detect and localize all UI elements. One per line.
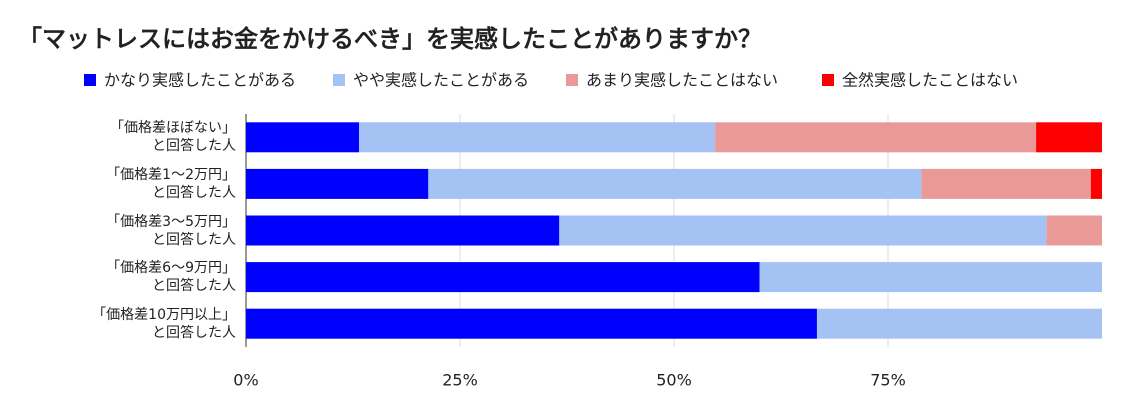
chart-title: 「マットレスにはお金をかけるべき」を実感したことがありますか？ bbox=[18, 25, 762, 53]
bar-segment bbox=[246, 308, 817, 339]
bar-segment bbox=[246, 262, 760, 293]
legend-swatch bbox=[566, 74, 578, 86]
bar-segment bbox=[921, 168, 1091, 199]
y-tick-label: 「価格差10万円以上」 と回答した人 bbox=[92, 306, 236, 341]
legend-swatch bbox=[333, 74, 345, 86]
x-tick-label: 25% bbox=[442, 371, 478, 390]
bar-segment bbox=[715, 122, 1037, 153]
bar-segment bbox=[246, 168, 429, 199]
bar-segment bbox=[1036, 122, 1102, 153]
legend-label: やや実感したことがある bbox=[353, 71, 529, 90]
legend-swatch bbox=[822, 74, 834, 86]
y-tick-label: 「価格差1〜2万円」 と回答した人 bbox=[106, 166, 236, 201]
bar-segment bbox=[559, 215, 1047, 246]
legend-label: 全然実感したことはない bbox=[842, 71, 1018, 90]
bar-segment bbox=[1046, 215, 1102, 246]
legend-label: あまり実感したことはない bbox=[586, 71, 778, 90]
bar-segment bbox=[759, 262, 1102, 293]
x-tick-label: 0% bbox=[233, 371, 258, 390]
legend-label: かなり実感したことがある bbox=[104, 71, 296, 90]
y-tick-label: 「価格差ほぼない」 と回答した人 bbox=[110, 120, 236, 155]
legend-swatch bbox=[84, 74, 96, 86]
y-tick-label: 「価格差6〜9万円」 と回答した人 bbox=[106, 260, 236, 295]
bar-segment bbox=[1090, 168, 1102, 199]
bar-segment bbox=[246, 122, 359, 153]
bar-segment bbox=[428, 168, 922, 199]
x-tick-label: 50% bbox=[656, 371, 692, 390]
bar-segment bbox=[246, 215, 560, 246]
bar-segment bbox=[358, 122, 716, 153]
bar-segment bbox=[816, 308, 1102, 339]
x-tick-label: 75% bbox=[870, 371, 906, 390]
y-tick-label: 「価格差3〜5万円」 と回答した人 bbox=[106, 213, 236, 248]
